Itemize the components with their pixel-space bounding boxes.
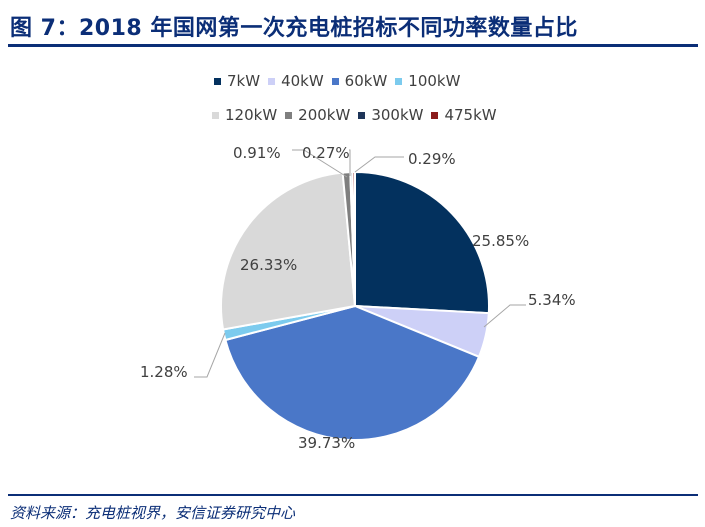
data-label: 0.27% [302,144,350,162]
data-label: 5.34% [528,291,576,309]
legend-label: 40kW [281,72,324,90]
legend-item: 40kW [268,72,324,90]
title-bar: 图 7：2018 年国网第一次充电桩招标不同功率数量占比 [8,4,698,47]
data-label: 26.33% [240,256,297,274]
pie-slice-7kw [354,170,490,315]
pie-slice-120kw [220,171,357,331]
legend-label: 120kW [225,106,278,124]
pie-slice-60kw [224,304,481,441]
legend-item: 60kW [331,72,388,90]
legend-swatch [331,77,339,85]
pie-slice-475kw [351,170,356,307]
legend-label: 200kW [298,106,351,124]
legend-swatch [431,111,439,119]
legend-swatch [214,77,221,85]
divider [8,494,698,496]
legend-item: 300kW [358,106,423,124]
source-note: 资料来源：充电桩视界，安信证券研究中心 [10,504,296,522]
legend-label: 60kW [344,72,388,90]
legend-swatch [358,111,366,119]
legend-row: 120kW 200kW 300kW 475kW [212,106,505,124]
legend-row: 7kW 40kW 60kW 100kW [214,72,468,90]
legend-item: 475kW [431,106,497,124]
data-label: 39.73% [298,434,355,452]
leader-line [354,156,404,173]
legend-label: 7kW [227,72,261,90]
legend-item: 200kW [285,106,350,124]
data-label: 0.91% [233,144,281,162]
legend-item: 7kW [214,72,260,90]
legend-swatch [395,77,403,85]
leader-line [194,332,226,378]
legend-swatch [285,111,293,119]
legend-label: 100kW [408,72,461,90]
legend-item: 120kW [212,106,277,124]
data-label: 1.28% [140,363,188,381]
leader-line [292,149,348,178]
leader-line [349,149,351,176]
leader-line [483,304,526,328]
data-label: 0.29% [408,150,456,168]
legend-item: 100kW [395,72,460,90]
page-title: 图 7：2018 年国网第一次充电桩招标不同功率数量占比 [10,16,578,41]
legend-swatch [268,77,276,85]
legend-swatch [212,111,219,119]
legend-label: 300kW [371,106,424,124]
data-label: 25.85% [472,232,529,250]
legend-label: 475kW [444,106,497,124]
